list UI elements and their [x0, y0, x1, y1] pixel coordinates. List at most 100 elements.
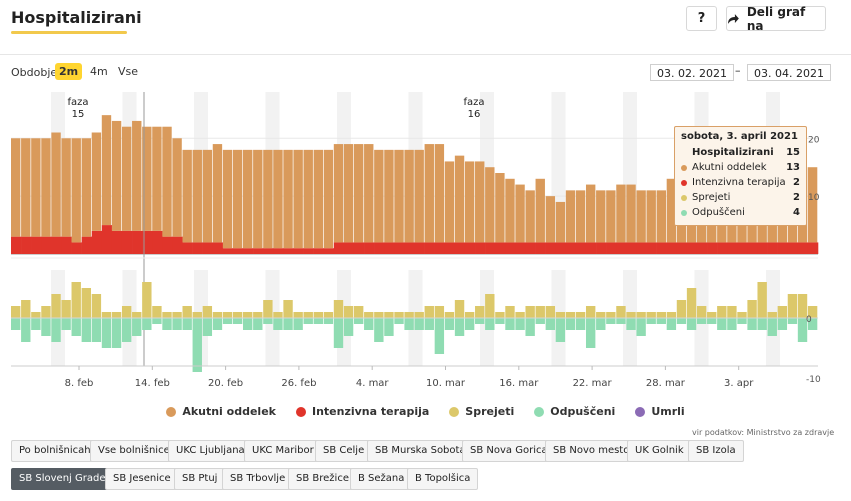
bar-admitted — [31, 312, 41, 318]
help-button[interactable]: ? — [686, 6, 717, 31]
tooltip-row-label: Odpuščeni — [692, 207, 745, 218]
title-underline — [11, 31, 127, 34]
bar-admitted — [747, 300, 757, 318]
bar-admitted — [101, 312, 112, 318]
bar-icu — [243, 248, 254, 254]
bar-acute — [394, 149, 404, 243]
bar-icu — [31, 236, 42, 254]
hospital-chip[interactable]: Vse bolnišnice — [90, 440, 178, 462]
bar-discharged — [575, 318, 586, 330]
bar-discharged — [707, 318, 717, 324]
bar-discharged — [384, 318, 394, 336]
phase-annotation-number: 16 — [468, 109, 481, 120]
bar-admitted — [91, 294, 102, 318]
bar-discharged — [303, 318, 313, 324]
y-tick-label: -10 — [806, 375, 821, 385]
hospital-chip[interactable]: UK Golnik — [627, 440, 692, 462]
tooltip-dot — [681, 179, 687, 186]
hospital-chip[interactable]: B Sežana — [350, 468, 413, 490]
bar-discharged — [343, 318, 354, 336]
hospital-chip[interactable]: Po bolnišnicah — [11, 440, 99, 462]
bar-icu — [535, 242, 546, 254]
bar-discharged — [807, 318, 818, 330]
bar-acute — [81, 138, 91, 237]
bar-icu — [575, 242, 587, 254]
bar-admitted — [51, 294, 61, 318]
bar-admitted — [61, 300, 71, 318]
bar-acute — [596, 190, 606, 243]
hospital-chip[interactable]: SB Trbovlje — [222, 468, 294, 490]
hospital-chip[interactable]: SB Murska Sobota — [367, 440, 474, 462]
bar-admitted — [253, 312, 263, 318]
bar-discharged — [464, 318, 475, 330]
hospital-chip-selected[interactable]: SB Slovenj Gradec — [11, 468, 119, 490]
hospital-chip[interactable]: UKC Ljubljana — [168, 440, 253, 462]
bar-icu — [596, 242, 607, 254]
tooltip-row: Odpuščeni 4 — [681, 205, 800, 220]
bar-acute — [263, 149, 273, 249]
bar-discharged — [152, 318, 162, 324]
tooltip-header-value: 15 — [786, 147, 800, 158]
hospital-chip[interactable]: SB Nova Gorica — [462, 440, 556, 462]
bar-admitted — [545, 306, 556, 318]
hospital-chip[interactable]: SB Izola — [688, 440, 744, 462]
share-arrow-icon — [727, 13, 739, 24]
period-all-button[interactable]: Vse — [118, 65, 139, 78]
bar-admitted — [717, 306, 727, 318]
hospital-chip[interactable]: SB Ptuj — [174, 468, 226, 490]
bar-admitted — [404, 312, 414, 318]
bar-discharged — [283, 318, 293, 330]
bar-discharged — [757, 318, 767, 330]
bar-icu — [41, 236, 52, 254]
x-tick-label: 22. mar — [573, 378, 613, 389]
period-2m-button[interactable]: 2m — [55, 63, 83, 80]
hospital-chip[interactable]: SB Celje — [315, 440, 373, 462]
bar-discharged — [434, 318, 445, 354]
hospital-chip[interactable]: UKC Maribor — [244, 440, 322, 462]
bar-admitted — [243, 312, 253, 318]
bar-acute — [132, 120, 142, 231]
bar-acute — [293, 149, 303, 249]
bar-admitted — [515, 312, 525, 318]
legend-label: Umrli — [651, 405, 685, 418]
bar-icu — [454, 242, 466, 254]
bar-icu — [757, 242, 768, 254]
bar-discharged — [777, 318, 788, 330]
bar-icu — [132, 230, 143, 254]
date-from-input[interactable]: 03. 02. 2021 — [650, 64, 734, 81]
bar-acute — [333, 144, 344, 243]
legend-item-discharged[interactable]: Odpuščeni — [534, 405, 615, 418]
bar-acute — [374, 149, 384, 243]
bar-icu — [515, 242, 526, 254]
legend-item-admitted[interactable]: Sprejeti — [449, 405, 514, 418]
bar-admitted — [202, 306, 213, 318]
hospital-chip[interactable]: B Topolšica — [407, 468, 479, 490]
legend-item-deceased[interactable]: Umrli — [635, 405, 685, 418]
bar-icu — [323, 248, 335, 254]
bar-admitted — [394, 312, 404, 318]
bar-admitted — [11, 306, 21, 318]
bar-admitted — [353, 306, 364, 318]
bar-discharged — [323, 318, 334, 324]
bar-icu — [273, 248, 284, 254]
hospital-chip[interactable]: SB Brežice — [288, 468, 357, 490]
bar-admitted — [313, 312, 324, 318]
bar-icu — [676, 242, 688, 254]
hospital-chip[interactable]: SB Novo mesto — [545, 440, 638, 462]
bar-icu — [11, 236, 22, 254]
legend-item-icu[interactable]: Intenzivna terapija — [295, 405, 429, 418]
legend-item-acute[interactable]: Akutni oddelek — [166, 405, 276, 418]
bar-acute — [202, 149, 213, 243]
bar-discharged — [596, 318, 606, 330]
bar-icu — [152, 230, 163, 254]
bar-discharged — [111, 318, 122, 348]
bar-acute — [343, 144, 354, 243]
date-to-input[interactable]: 03. 04. 2021 — [747, 64, 831, 81]
bar-discharged — [555, 318, 566, 342]
hospital-chip[interactable]: SB Jesenice — [105, 468, 179, 490]
share-button[interactable]: Deli graf na — [726, 5, 826, 33]
bar-discharged — [394, 318, 404, 324]
period-4m-button[interactable]: 4m — [90, 65, 108, 78]
bar-admitted — [495, 312, 505, 318]
